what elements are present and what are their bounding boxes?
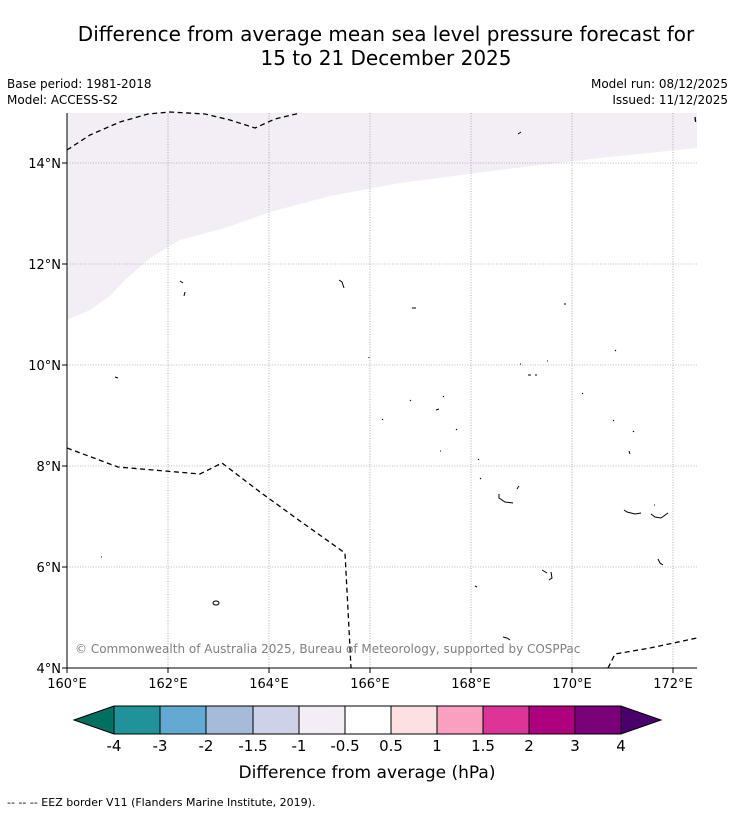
colorbar-segment [437, 706, 483, 734]
issued-date: Issued: 11/12/2025 [612, 93, 728, 107]
lon-label: 172°E [653, 677, 693, 692]
pressure-anomaly-shading [67, 113, 697, 320]
colorbar-tick: -3 [153, 737, 168, 755]
meta-right: Model run: 08/12/2025 Issued: 11/12/2025 [591, 76, 728, 108]
colorbar-tick: 1 [432, 737, 442, 755]
gridlines [67, 113, 697, 668]
colorbar-tick: 1.5 [471, 737, 495, 755]
colorbar-segment [253, 706, 299, 734]
colorbar-extend-high [621, 706, 661, 734]
model-name: Model: ACCESS-S2 [7, 93, 119, 107]
colorbar-label: Difference from average (hPa) [239, 763, 496, 783]
title-line-2: 15 to 21 December 2025 [260, 46, 512, 70]
colorbar-tick: -2 [199, 737, 214, 755]
colorbar-tick: 0.5 [379, 737, 403, 755]
lat-label: 8°N [37, 460, 62, 475]
chart-title: Difference from average mean sea level p… [0, 22, 736, 70]
islands [101, 131, 669, 641]
eez-legend: -- -- -- EEZ border V11 (Flanders Marine… [7, 796, 316, 809]
lat-label: 4°N [37, 662, 62, 677]
longitude-labels: 160°E 162°E 164°E 166°E 168°E 170°E 172°… [47, 677, 693, 692]
colorbar: -4 -3 -2 -1.5 -1 -0.5 0.5 1 1.5 2 3 4 Di… [72, 705, 663, 783]
colorbar-segment [391, 706, 437, 734]
colorbar-tick: -4 [107, 737, 122, 755]
lon-label: 160°E [47, 677, 87, 692]
colorbar-segment [206, 706, 253, 734]
eez-borders [66, 111, 698, 669]
latitude-labels: 14°N 12°N 10°N 8°N 6°N 4°N [28, 157, 61, 677]
lat-label: 14°N [28, 157, 61, 172]
colorbar-tick: -1.5 [238, 737, 267, 755]
colorbar-segment [299, 706, 345, 734]
lat-label: 6°N [37, 561, 62, 576]
colorbar-tick: -0.5 [330, 737, 359, 755]
base-period: Base period: 1981-2018 [7, 77, 152, 91]
lon-label: 170°E [552, 677, 592, 692]
colorbar-segment [575, 706, 621, 734]
colorbar-segment [345, 706, 391, 734]
map-area: © Commonwealth of Australia 2025, Bureau… [66, 111, 698, 669]
colorbar-segment [529, 706, 575, 734]
colorbar-tick: 2 [524, 737, 534, 755]
colorbar-tick: 4 [616, 737, 626, 755]
meta-left: Base period: 1981-2018 Model: ACCESS-S2 [7, 76, 152, 108]
lon-label: 164°E [249, 677, 289, 692]
map-axes [62, 113, 697, 673]
title-line-1: Difference from average mean sea level p… [77, 22, 695, 46]
lat-label: 10°N [28, 359, 61, 374]
lon-label: 162°E [148, 677, 188, 692]
colorbar-segment [483, 706, 529, 734]
lon-label: 168°E [451, 677, 491, 692]
lon-label: 166°E [350, 677, 390, 692]
colorbar-ticks: -4 -3 -2 -1.5 -1 -0.5 0.5 1 1.5 2 3 4 [107, 737, 626, 755]
model-run: Model run: 08/12/2025 [590, 77, 728, 91]
colorbar-segment [160, 706, 206, 734]
colorbar-tick: -1 [292, 737, 307, 755]
colorbar-dividers [113, 706, 622, 734]
colorbar-extend-low [74, 706, 114, 734]
colorbar-tick: 3 [570, 737, 580, 755]
lat-label: 12°N [28, 258, 61, 273]
copyright-notice: © Commonwealth of Australia 2025, Bureau… [75, 642, 580, 656]
colorbar-segment [114, 706, 160, 734]
